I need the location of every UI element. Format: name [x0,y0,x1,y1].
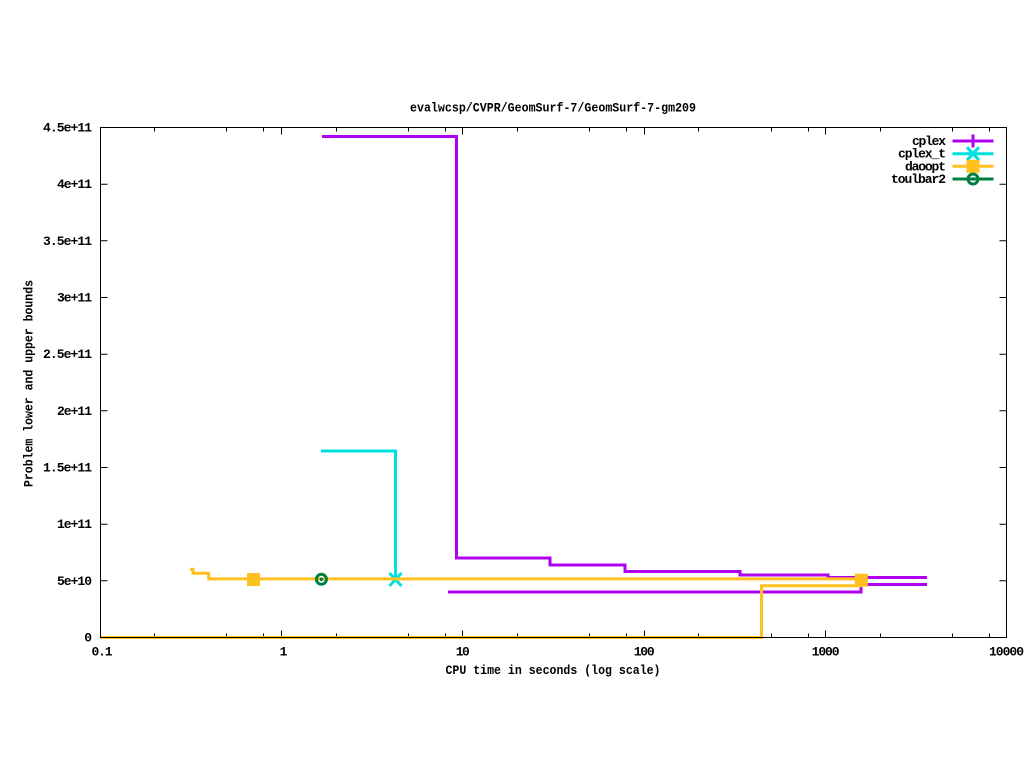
svg-text:cplex_t: cplex_t [898,147,946,162]
svg-text:daoopt: daoopt [905,159,946,174]
svg-text:10: 10 [456,645,470,660]
svg-text:Problem lower and upper bounds: Problem lower and upper bounds [22,280,37,487]
svg-text:1: 1 [280,645,288,660]
svg-text:1e+11: 1e+11 [57,517,92,532]
svg-text:5e+10: 5e+10 [57,574,92,589]
svg-text:3e+11: 3e+11 [57,291,92,306]
svg-text:3.5e+11: 3.5e+11 [43,234,92,249]
svg-text:4e+11: 4e+11 [57,177,92,192]
svg-text:cplex: cplex [912,134,946,149]
svg-text:10000: 10000 [989,645,1024,660]
svg-text:CPU time in seconds (log scale: CPU time in seconds (log scale) [446,663,661,678]
svg-text:1.5e+11: 1.5e+11 [43,461,92,476]
svg-text:100: 100 [634,645,655,660]
svg-text:2e+11: 2e+11 [57,404,92,419]
svg-text:evalwcsp/CVPR/GeomSurf-7/GeomS: evalwcsp/CVPR/GeomSurf-7/GeomSurf-7-gm20… [410,101,696,116]
svg-text:2.5e+11: 2.5e+11 [43,347,92,362]
svg-text:1000: 1000 [812,645,840,660]
svg-text:toulbar2: toulbar2 [891,172,946,187]
svg-text:0.1: 0.1 [92,645,113,660]
svg-text:4.5e+11: 4.5e+11 [43,121,92,136]
svg-text:0: 0 [84,631,92,646]
